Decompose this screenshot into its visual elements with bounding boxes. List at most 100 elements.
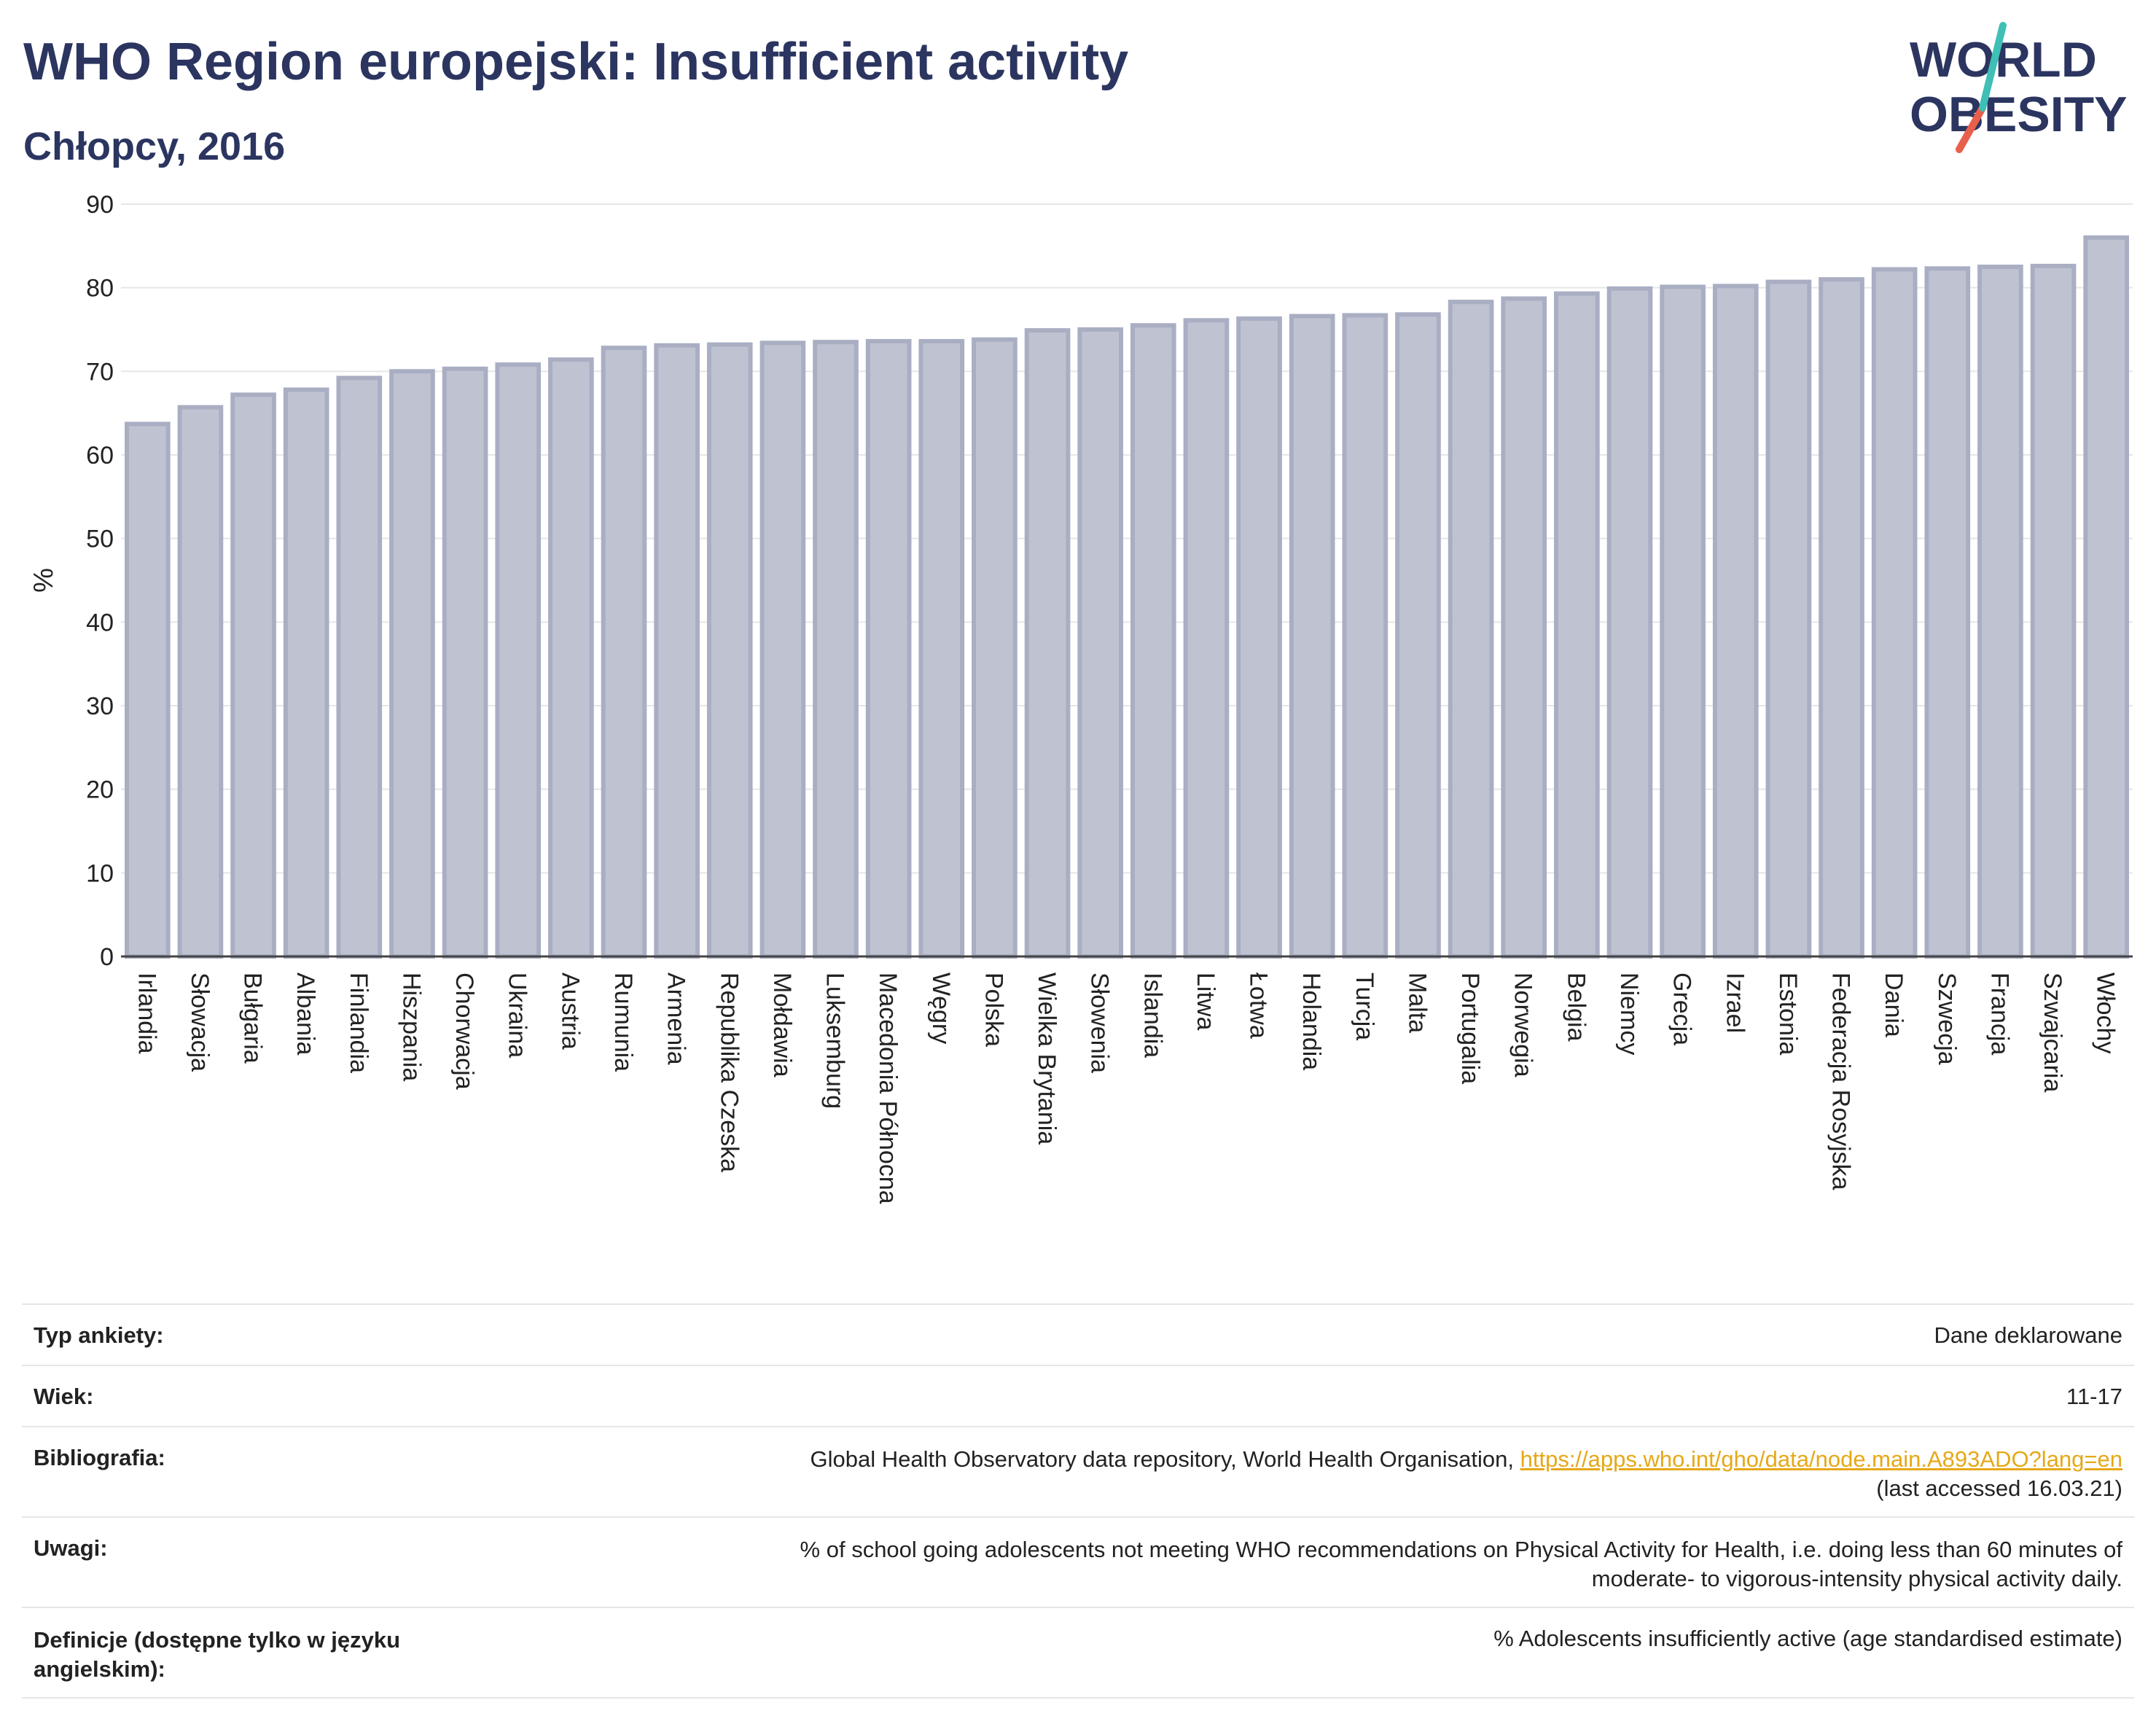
x-tick-label: Austria <box>556 972 584 1050</box>
x-tick-label: Norwegia <box>1509 972 1537 1077</box>
bar <box>1448 300 1494 959</box>
definitions-label-line2: angielskim): <box>34 1656 165 1682</box>
bar <box>1977 265 2023 959</box>
logo-slash-lower <box>1956 104 1986 153</box>
notes-line2: moderate- to vigorous-intensity physical… <box>1591 1566 2122 1591</box>
x-tick-label: Szwajcaria <box>2039 972 2066 1092</box>
chart-title: WHO Region europejski: Insufficient acti… <box>23 33 1129 91</box>
x-tick-label: Federacja Rosyjska <box>1827 972 1855 1190</box>
survey-type-value: Dane deklarowane <box>483 1303 2134 1365</box>
bibliography-value: Global Health Observatory data repositor… <box>483 1426 2134 1517</box>
info-row-age: Wiek: 11-17 <box>22 1365 2134 1427</box>
y-tick-label: 0 <box>100 943 114 971</box>
bibliography-label: Bibliografia: <box>22 1426 483 1517</box>
x-tick-label: Dania <box>1880 972 1907 1037</box>
bar <box>1924 266 1971 959</box>
survey-type-label: Typ ankiety: <box>22 1303 483 1365</box>
bar <box>442 366 488 959</box>
bar-chart: 0 10 20 30 40 50 60 70 80 90% Irlandia Słowacja Bułg… <box>28 191 2133 1204</box>
x-tick-label: Bułgaria <box>239 972 267 1064</box>
x-tick-label: Albania <box>292 972 319 1056</box>
bar <box>1712 284 1759 959</box>
bar <box>1183 318 1230 959</box>
definitions-value: % Adolescents insufficiently active (age… <box>483 1607 2134 1699</box>
bibliography-accessed: (last accessed 16.03.21) <box>1876 1475 2122 1501</box>
notes-value: % of school going adolescents not meetin… <box>483 1516 2134 1607</box>
x-tick-label: Ukraina <box>504 972 531 1058</box>
logo-line2: OBESITY <box>1910 87 2128 142</box>
bar <box>1130 323 1176 959</box>
bar <box>813 340 859 959</box>
info-row-bibliography: Bibliografia: Global Health Observatory … <box>22 1426 2134 1517</box>
bar <box>495 362 542 959</box>
x-tick-label: Francja <box>1985 972 2013 1055</box>
bar <box>389 369 435 959</box>
bibliography-link[interactable]: https://apps.who.int/gho/data/node.main.… <box>1520 1446 2122 1472</box>
x-tick-label: Portugalia <box>1456 972 1484 1084</box>
chart-subtitle: Chłopcy, 2016 <box>23 125 286 168</box>
bar <box>548 357 594 959</box>
y-tick-label: 90 <box>86 191 114 219</box>
definitions-label: Definicje (dostępne tylko w języku angie… <box>22 1607 483 1699</box>
bar <box>177 405 224 959</box>
bar <box>2030 263 2077 959</box>
definitions-label-line1: Definicje (dostępne tylko w języku <box>34 1627 401 1653</box>
age-value: 11-17 <box>483 1365 2134 1427</box>
info-row-survey-type: Typ ankiety: Dane deklarowane <box>22 1303 2134 1365</box>
bar <box>2083 235 2130 959</box>
y-tick-label: 70 <box>86 358 114 386</box>
x-tick-label: Turcja <box>1351 972 1378 1040</box>
x-tick-label: Hiszpania <box>397 972 425 1081</box>
bar <box>1606 286 1653 959</box>
bar <box>759 340 806 959</box>
notes-line1: % of school going adolescents not meetin… <box>800 1537 2122 1562</box>
y-tick-label: 30 <box>86 693 114 720</box>
notes-label: Uwagi: <box>22 1516 483 1607</box>
bar <box>1342 313 1388 959</box>
x-tick-label: Litwa <box>1192 972 1219 1030</box>
bar <box>1289 313 1335 959</box>
x-tick-label: Islandia <box>1138 972 1166 1058</box>
bar <box>1554 291 1600 959</box>
x-tick-label: Irlandia <box>133 972 160 1054</box>
bar <box>972 337 1018 959</box>
bar <box>1077 327 1124 959</box>
bar <box>1660 284 1706 959</box>
x-tick-label: Włochy <box>2092 972 2120 1053</box>
info-row-notes: Uwagi: % of school going adolescents not… <box>22 1516 2134 1607</box>
x-tick-label: Luksemburg <box>821 972 849 1109</box>
x-tick-label: Słowenia <box>1086 972 1114 1073</box>
x-tick-label: Polska <box>980 972 1007 1047</box>
x-tick-label: Szwecja <box>1933 972 1961 1065</box>
bar <box>654 343 700 959</box>
x-tick-label: Estonia <box>1774 972 1802 1055</box>
logo-slash-upper <box>1979 22 2007 112</box>
bar <box>283 387 329 959</box>
bar <box>601 346 647 959</box>
y-axis-label: % <box>28 568 59 593</box>
x-tick-label: Wielka Brytania <box>1033 972 1061 1145</box>
x-tick-label: Malta <box>1403 972 1431 1033</box>
bar <box>230 392 276 959</box>
age-label: Wiek: <box>22 1365 483 1427</box>
x-tick-label: Belgia <box>1562 972 1590 1042</box>
x-tick-label: Finlandia <box>345 972 372 1073</box>
bar <box>1871 267 1918 959</box>
y-tick-label: 80 <box>86 275 114 303</box>
bar <box>1765 279 1812 959</box>
x-tick-label: Węgry <box>927 972 955 1044</box>
x-tick-label: Rumunia <box>609 972 637 1072</box>
bar <box>124 421 171 959</box>
x-tick-label: Macedonia Północna <box>874 972 902 1204</box>
info-row-definitions: Definicje (dostępne tylko w języku angie… <box>22 1607 2134 1699</box>
bar <box>706 342 753 959</box>
bar <box>865 339 912 959</box>
bar <box>1024 328 1071 959</box>
x-tick-label: Armenia <box>663 972 690 1065</box>
bar <box>336 375 383 959</box>
info-table: Typ ankiety: Dane deklarowane Wiek: 11-1… <box>22 1303 2134 1699</box>
x-tick-label: Grecja <box>1668 972 1696 1045</box>
x-tick-label: Chorwacja <box>450 972 478 1090</box>
y-tick-label: 10 <box>86 859 114 887</box>
bar <box>918 339 965 959</box>
